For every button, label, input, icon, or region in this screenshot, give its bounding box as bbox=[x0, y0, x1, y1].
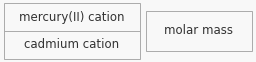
Bar bbox=[146, 11, 252, 51]
Text: cadmium cation: cadmium cation bbox=[24, 39, 120, 52]
Text: molar mass: molar mass bbox=[165, 24, 233, 38]
Text: mercury(II) cation: mercury(II) cation bbox=[19, 10, 125, 23]
Bar bbox=[4, 3, 140, 59]
